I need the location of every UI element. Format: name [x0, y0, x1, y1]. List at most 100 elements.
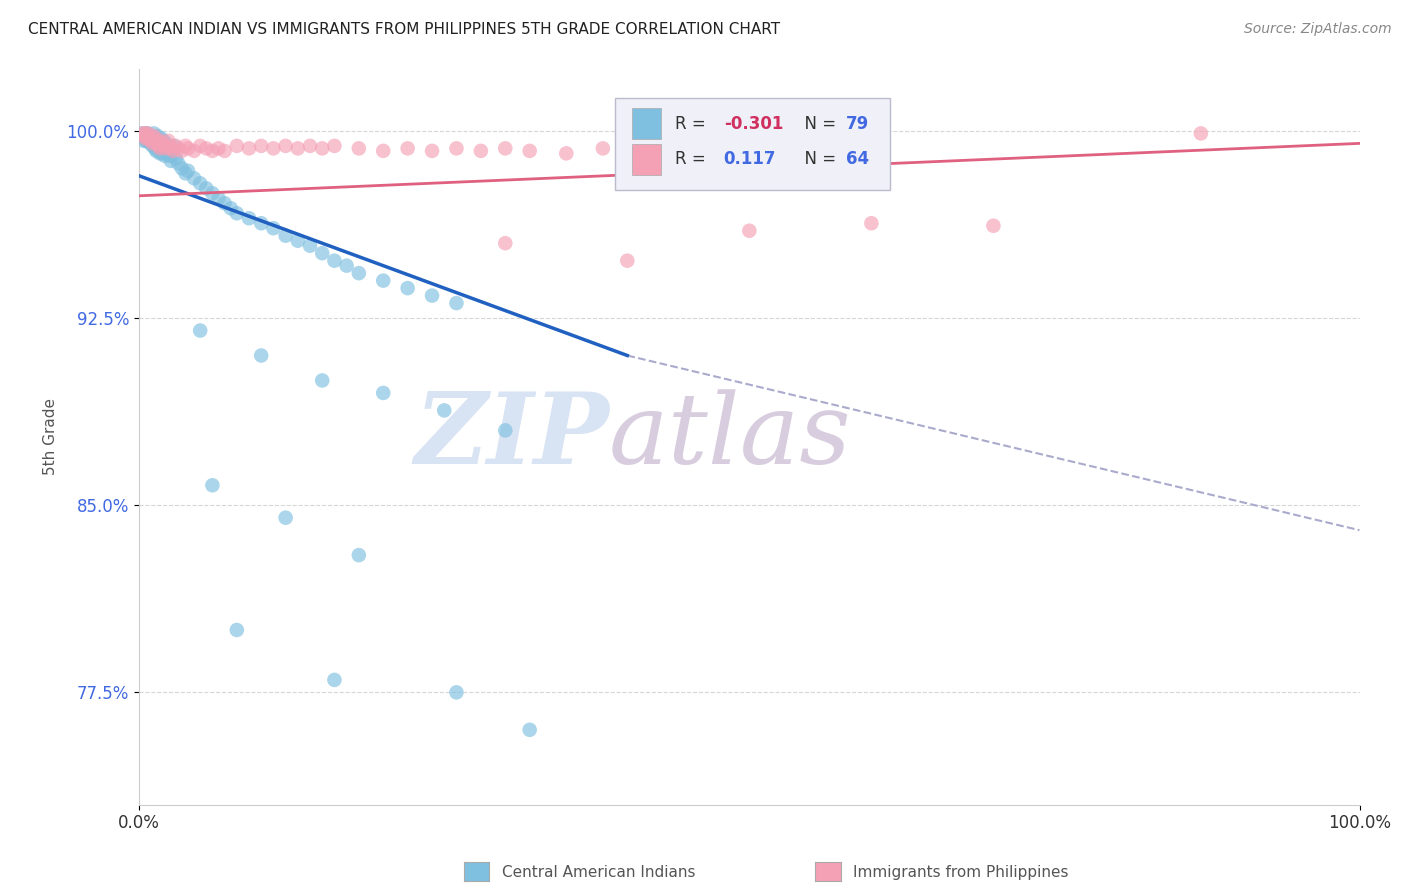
Point — [494, 141, 516, 155]
Text: ZIP: ZIP — [413, 388, 609, 485]
Point — [250, 216, 273, 230]
Point — [141, 134, 163, 148]
Point — [150, 141, 173, 155]
Point — [298, 139, 321, 153]
Point — [616, 144, 638, 158]
Text: R =: R = — [675, 150, 711, 168]
Point — [174, 166, 197, 180]
Point — [188, 324, 211, 338]
Point — [142, 134, 165, 148]
Point — [262, 141, 284, 155]
Point — [141, 134, 163, 148]
Point — [162, 139, 184, 153]
Point — [188, 139, 211, 153]
Text: Immigrants from Philippines: Immigrants from Philippines — [853, 865, 1069, 880]
Point — [446, 141, 468, 155]
Point — [149, 146, 172, 161]
Point — [153, 149, 176, 163]
Point — [287, 141, 309, 155]
Point — [311, 374, 333, 388]
Point — [167, 156, 190, 170]
Text: 79: 79 — [846, 115, 869, 133]
Point — [592, 141, 614, 155]
Point — [207, 141, 229, 155]
Point — [148, 139, 170, 153]
Point — [214, 144, 236, 158]
Point — [219, 201, 242, 215]
Point — [311, 141, 333, 155]
Point — [177, 164, 200, 178]
Point — [143, 131, 166, 145]
Point — [347, 266, 370, 280]
Point — [494, 423, 516, 437]
Point — [146, 136, 169, 151]
Point — [134, 131, 156, 145]
Point — [142, 128, 165, 143]
Point — [225, 139, 247, 153]
Point — [238, 211, 260, 226]
Point — [396, 281, 419, 295]
Point — [195, 141, 218, 155]
Point — [145, 134, 167, 148]
Point — [152, 134, 174, 148]
FancyBboxPatch shape — [633, 108, 661, 139]
Point — [347, 141, 370, 155]
Point — [170, 144, 193, 158]
Text: N =: N = — [794, 150, 842, 168]
Point — [152, 139, 174, 153]
Point — [494, 236, 516, 251]
Point — [132, 128, 155, 143]
Point — [519, 144, 541, 158]
Point — [446, 296, 468, 310]
Point — [134, 128, 156, 143]
Point — [132, 134, 155, 148]
Point — [136, 127, 159, 141]
Point — [274, 139, 297, 153]
Point — [262, 221, 284, 235]
Point — [142, 136, 165, 151]
Point — [131, 127, 153, 141]
Point — [150, 136, 173, 151]
Point — [143, 139, 166, 153]
Point — [420, 144, 443, 158]
Text: -0.301: -0.301 — [724, 115, 783, 133]
Point — [142, 127, 165, 141]
Point — [738, 149, 761, 163]
Point — [225, 206, 247, 220]
Point — [201, 144, 224, 158]
Point — [135, 128, 157, 143]
Point — [183, 144, 205, 158]
Point — [555, 146, 578, 161]
Point — [201, 186, 224, 201]
Point — [155, 136, 177, 151]
Point — [141, 131, 163, 145]
Point — [177, 141, 200, 155]
Point — [145, 144, 167, 158]
Text: 0.117: 0.117 — [724, 150, 776, 168]
Point — [165, 152, 187, 166]
Point — [287, 234, 309, 248]
Point — [135, 131, 157, 145]
Point — [250, 139, 273, 153]
Point — [323, 673, 346, 687]
Point — [146, 136, 169, 151]
Point — [134, 127, 156, 141]
Text: 64: 64 — [846, 150, 869, 168]
Point — [238, 141, 260, 155]
Point — [139, 136, 162, 151]
Point — [136, 131, 159, 145]
Point — [148, 141, 170, 155]
Point — [146, 128, 169, 143]
Point — [138, 134, 160, 148]
Point — [174, 139, 197, 153]
Point — [201, 478, 224, 492]
Point — [311, 246, 333, 260]
Point — [678, 141, 700, 155]
Point — [214, 196, 236, 211]
Point — [373, 386, 395, 401]
Point — [207, 191, 229, 205]
Point — [983, 219, 1005, 233]
Point — [132, 131, 155, 145]
Point — [225, 623, 247, 637]
Point — [860, 216, 883, 230]
